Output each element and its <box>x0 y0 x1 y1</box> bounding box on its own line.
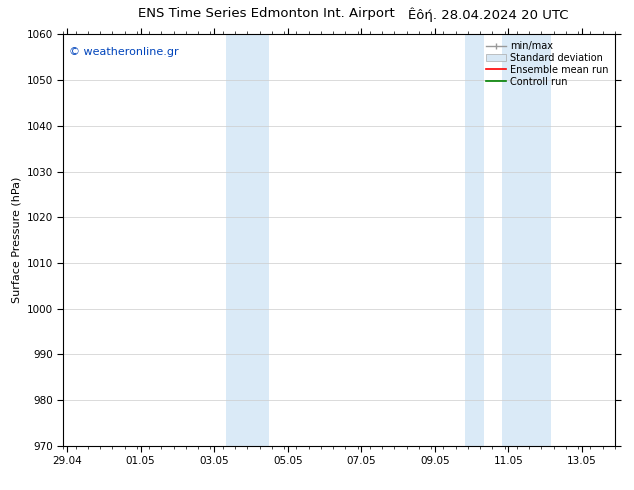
Bar <box>465 34 484 446</box>
Legend: min/max, Standard deviation, Ensemble mean run, Controll run: min/max, Standard deviation, Ensemble me… <box>484 39 610 89</box>
Bar <box>502 34 552 446</box>
Bar <box>226 34 245 446</box>
Text: ENS Time Series Edmonton Int. Airport: ENS Time Series Edmonton Int. Airport <box>138 7 394 21</box>
Text: © weatheronline.gr: © weatheronline.gr <box>69 47 179 57</box>
Text: Êôή. 28.04.2024 20 UTC: Êôή. 28.04.2024 20 UTC <box>408 7 569 22</box>
Y-axis label: Surface Pressure (hPa): Surface Pressure (hPa) <box>11 177 21 303</box>
Bar <box>245 34 269 446</box>
